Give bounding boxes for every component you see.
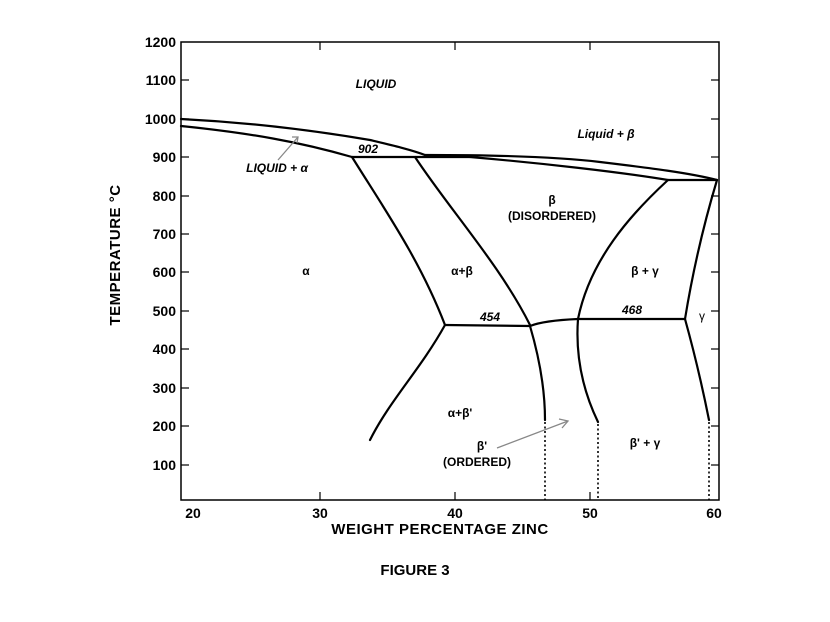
label-ordered: (ORDERED) <box>443 455 511 469</box>
liquidus-right-line <box>423 153 719 182</box>
x-tick-40: 40 <box>447 505 463 521</box>
beta-solidus-line <box>468 155 670 182</box>
dotted-extensions <box>544 422 710 500</box>
label-468: 468 <box>621 303 642 317</box>
arrow-beta-prime <box>496 420 569 449</box>
y-tick-1200: 1200 <box>145 34 176 50</box>
arrow-liquid-alpha <box>277 136 299 161</box>
y-tick-400: 400 <box>153 341 177 357</box>
beta-betagamma-boundary <box>576 178 670 321</box>
label-disordered: (DISORDERED) <box>508 209 596 223</box>
x-tick-20: 20 <box>185 505 201 521</box>
y-tick-900: 900 <box>153 149 177 165</box>
betaprime-betaprimegamma-boundary <box>576 317 600 424</box>
gamma-low-boundary <box>683 317 711 422</box>
y-axis-title: TEMPERATURE °C <box>107 184 124 325</box>
label-454: 454 <box>479 310 500 324</box>
label-alpha-beta: α+β <box>451 264 473 278</box>
y-tick-1000: 1000 <box>145 111 176 127</box>
y-tick-100: 100 <box>153 457 177 473</box>
label-liquid-alpha: LIQUID + α <box>246 161 308 175</box>
label-liquid: LIQUID <box>356 77 397 91</box>
x-axis-title: WEIGHT PERCENTAGE ZINC <box>331 521 548 538</box>
phase-boundaries <box>179 117 719 442</box>
label-902: 902 <box>358 142 378 156</box>
alpha-alphabeta-boundary <box>350 155 447 327</box>
label-alpha-beta-prime: α+β' <box>448 406 473 420</box>
x-axis-ticks <box>319 42 591 500</box>
label-alpha: α <box>302 264 310 278</box>
y-tick-1100: 1100 <box>146 72 177 88</box>
line-454 <box>443 317 580 328</box>
label-liquid-beta: Liquid + β <box>577 127 635 141</box>
x-tick-30: 30 <box>312 505 328 521</box>
y-tick-500: 500 <box>153 303 177 319</box>
y-tick-200: 200 <box>153 418 177 434</box>
liquidus-upper-line <box>179 117 427 157</box>
betagamma-gamma-boundary <box>683 178 719 321</box>
label-beta: β <box>548 193 555 207</box>
label-gamma: γ <box>699 309 705 323</box>
y-tick-700: 700 <box>153 226 177 242</box>
annotation-arrows <box>277 136 570 449</box>
figure-caption: FIGURE 3 <box>380 562 450 579</box>
y-tick-800: 800 <box>153 188 177 204</box>
y-tick-600: 600 <box>153 264 177 280</box>
plot-frame <box>180 41 720 501</box>
label-beta-gamma: β + γ <box>631 264 659 278</box>
y-axis-ticks <box>181 79 719 466</box>
alpha-lowtemp-boundary <box>368 323 447 442</box>
label-beta-prime-gamma: β' + γ <box>630 436 661 450</box>
alphabetaprime-betaprime-boundary <box>528 324 547 422</box>
alphabeta-beta-boundary <box>413 155 532 327</box>
solidus-alpha-line <box>179 124 354 159</box>
y-tick-labels: 100 200 300 400 500 600 700 800 900 1000… <box>145 34 176 473</box>
y-tick-300: 300 <box>153 380 177 396</box>
label-beta-prime: β' <box>477 439 487 453</box>
x-tick-labels: 20 30 40 50 60 <box>185 505 722 521</box>
x-tick-60: 60 <box>706 505 722 521</box>
x-tick-50: 50 <box>582 505 598 521</box>
